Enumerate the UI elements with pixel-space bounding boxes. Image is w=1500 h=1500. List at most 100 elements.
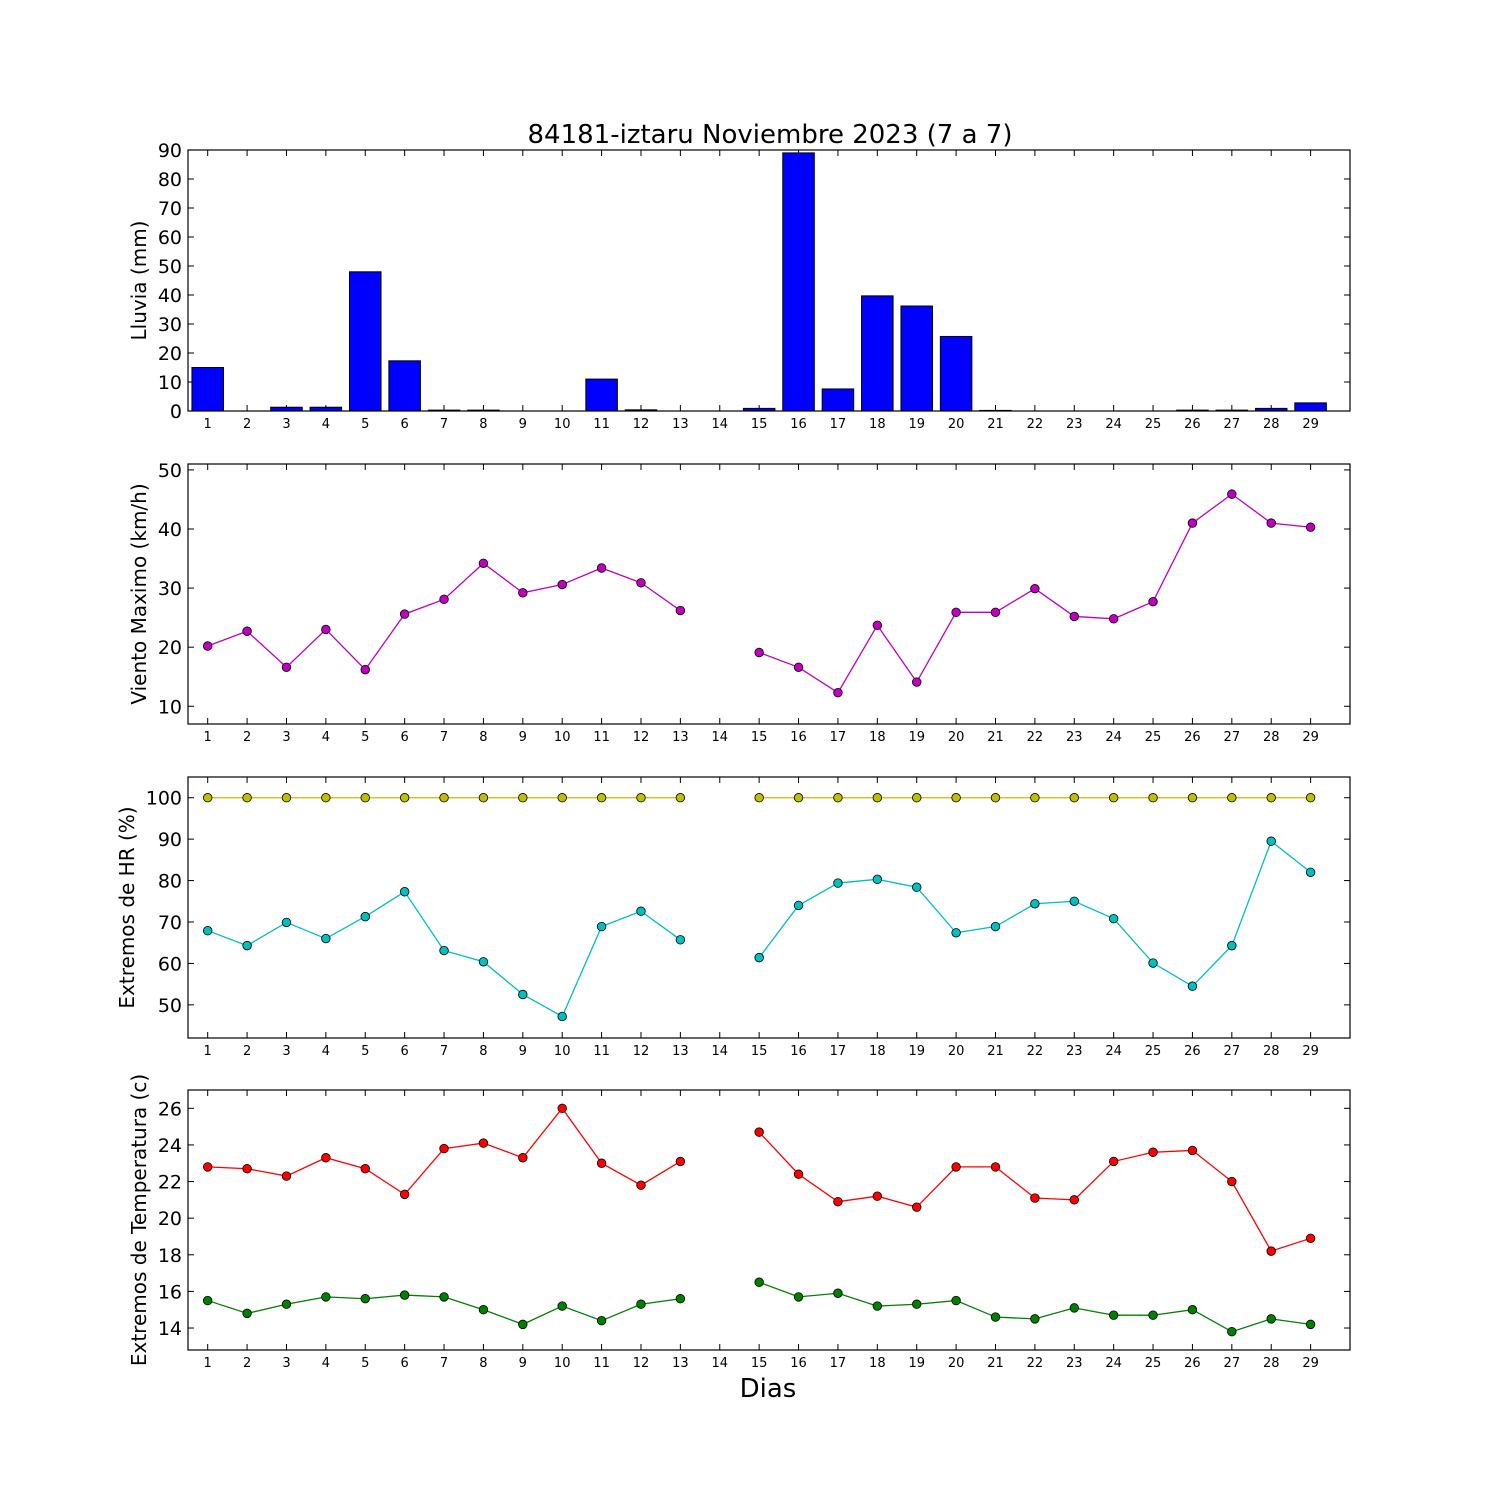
- data-point: [912, 1202, 922, 1212]
- x-tick-label: 11: [593, 730, 610, 745]
- data-point: [242, 626, 252, 636]
- y-tick-label: 22: [158, 1172, 182, 1194]
- y-axis-label: Extremos de HR (%): [115, 806, 139, 1008]
- data-point: [202, 793, 213, 803]
- x-tick-label: 7: [440, 417, 448, 432]
- series-wind-0: [202, 489, 1316, 698]
- x-tick-label: 18: [869, 1356, 886, 1371]
- x-tick-label: 23: [1066, 417, 1083, 432]
- data-point: [242, 1308, 252, 1319]
- x-tick-label: 1: [204, 417, 212, 432]
- x-tick-label: 17: [830, 730, 847, 745]
- data-point: [675, 1294, 686, 1304]
- data-point: [1227, 793, 1237, 803]
- data-point: [557, 1011, 567, 1022]
- data-point: [1305, 793, 1316, 803]
- data-point: [793, 1292, 804, 1302]
- data-point: [596, 1316, 607, 1326]
- data-point: [360, 664, 370, 675]
- y-tick-label: 50: [158, 256, 182, 278]
- x-tick-label: 20: [948, 730, 965, 745]
- data-point: [518, 588, 528, 598]
- x-tick-label: 10: [554, 1356, 571, 1371]
- x-tick-label: 18: [869, 417, 886, 432]
- x-tick-label: 29: [1302, 1044, 1319, 1059]
- x-tick-label: 21: [987, 1356, 1004, 1371]
- data-point: [478, 793, 489, 803]
- x-tick-label: 16: [790, 1356, 807, 1371]
- data-point: [399, 609, 410, 619]
- data-point: [439, 1143, 449, 1154]
- data-point: [1069, 896, 1079, 906]
- y-tick-label: 10: [158, 696, 182, 718]
- data-point: [951, 1162, 961, 1172]
- x-tick-label: 8: [479, 1044, 487, 1059]
- series-line: [207, 562, 681, 671]
- y-tick-label: 50: [158, 460, 182, 482]
- y-tick-label: 18: [158, 1245, 182, 1267]
- x-tick-label: 7: [440, 1356, 448, 1371]
- data-point: [951, 928, 961, 938]
- data-point: [321, 1153, 331, 1163]
- data-point: [951, 607, 961, 618]
- data-point: [793, 900, 804, 911]
- data-point: [1030, 899, 1040, 909]
- data-point: [399, 793, 410, 803]
- data-point: [1227, 940, 1237, 951]
- x-tick-label: 2: [243, 1044, 251, 1059]
- data-point: [518, 1153, 528, 1163]
- x-tick-label: 28: [1263, 730, 1280, 745]
- x-tick-label: 10: [554, 1044, 571, 1059]
- data-point: [399, 1290, 410, 1300]
- x-tick-label: 24: [1105, 1044, 1122, 1059]
- x-tick-label: 16: [790, 730, 807, 745]
- data-point: [1266, 518, 1276, 528]
- data-point: [478, 1305, 489, 1315]
- data-point: [912, 793, 922, 803]
- y-tick-label: 40: [158, 285, 182, 307]
- data-point: [439, 1292, 449, 1302]
- y-tick-label: 24: [158, 1135, 182, 1157]
- x-tick-label: 20: [948, 1356, 965, 1371]
- x-tick-label: 12: [633, 730, 650, 745]
- data-point: [675, 935, 686, 945]
- data-point: [1069, 1303, 1079, 1313]
- x-tick-label: 6: [401, 417, 409, 432]
- x-tick-label: 4: [322, 1044, 330, 1059]
- data-point: [636, 1180, 646, 1190]
- data-point: [557, 1103, 567, 1114]
- data-point: [1266, 1246, 1276, 1256]
- bar: [939, 335, 973, 412]
- y-tick-label: 50: [158, 995, 182, 1017]
- x-tick-label: 17: [830, 417, 847, 432]
- x-tick-label: 28: [1263, 1044, 1280, 1059]
- x-tick-label: 9: [519, 1044, 527, 1059]
- x-tick-label: 11: [593, 1044, 610, 1059]
- x-tick-label: 27: [1224, 1044, 1241, 1059]
- x-tick-label: 29: [1302, 417, 1319, 432]
- data-point: [1305, 1319, 1316, 1330]
- data-point: [1187, 1305, 1198, 1315]
- data-point: [833, 1288, 843, 1298]
- series-line: [758, 840, 1312, 988]
- data-point: [1148, 1310, 1158, 1320]
- x-tick-label: 24: [1105, 417, 1122, 432]
- x-tick-label: 5: [361, 1356, 369, 1371]
- data-point: [202, 1162, 213, 1172]
- x-axis-label: Dias: [740, 1374, 797, 1404]
- series-line: [758, 1281, 1311, 1333]
- x-tick-label: 7: [440, 730, 448, 745]
- x-tick-label: 12: [633, 1044, 650, 1059]
- data-point: [872, 1301, 883, 1311]
- data-point: [833, 687, 843, 698]
- data-point: [951, 793, 961, 803]
- data-point: [872, 620, 883, 631]
- data-point: [1305, 1233, 1316, 1244]
- data-point: [1227, 1326, 1237, 1337]
- data-point: [242, 1164, 252, 1174]
- data-point: [439, 945, 449, 956]
- data-point: [399, 887, 410, 897]
